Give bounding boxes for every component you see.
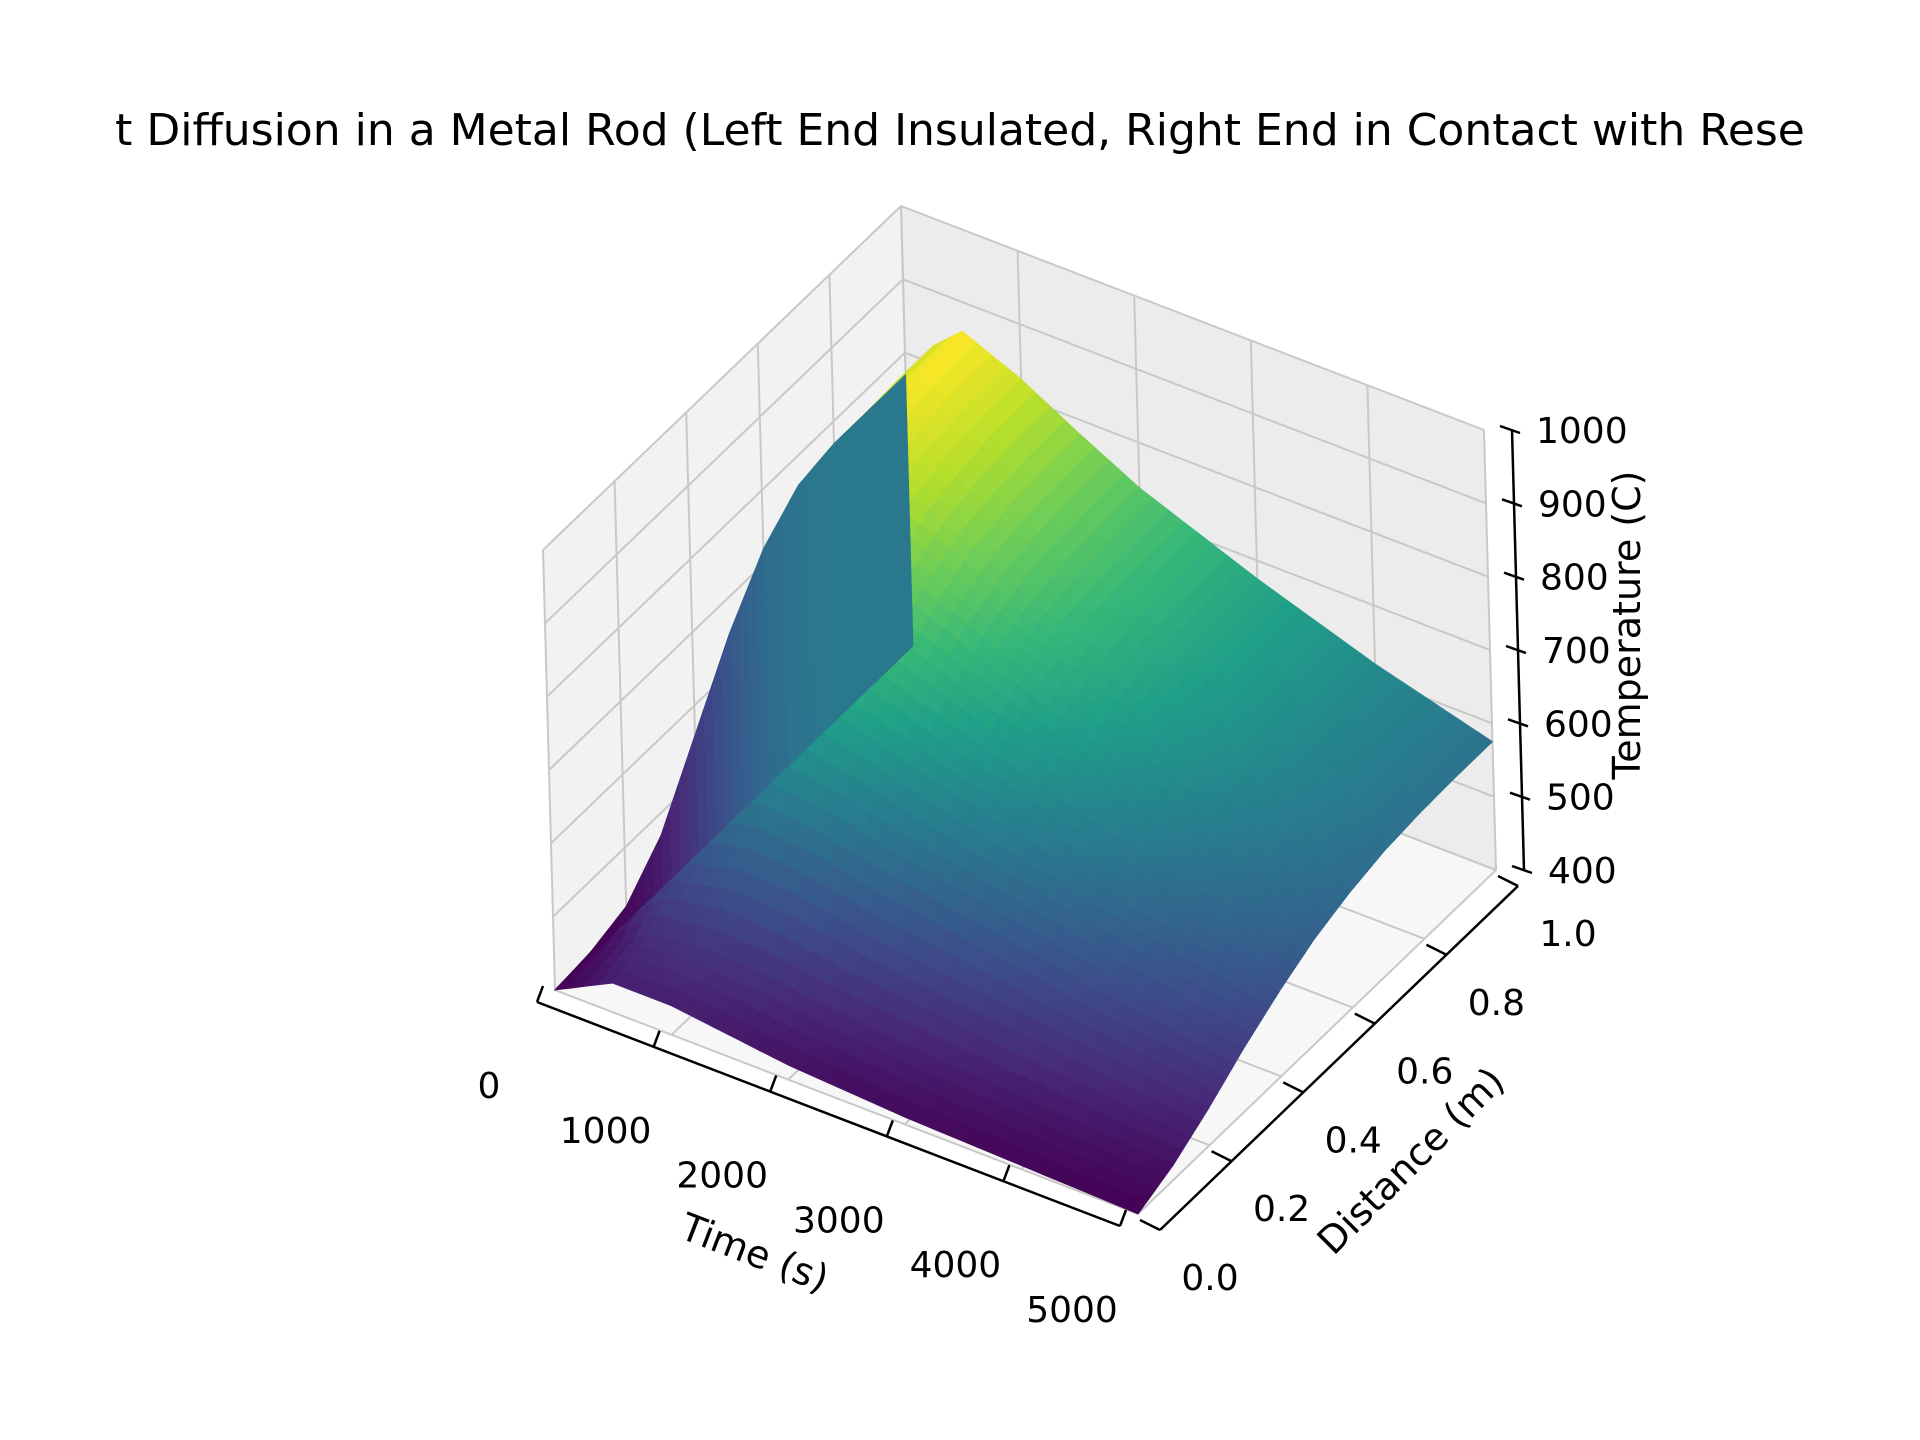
temperature-tick-label: 600 <box>1544 704 1613 745</box>
temperature-tick-label: 700 <box>1542 631 1611 672</box>
axis-ticks: 0 1000 2000 3000 4000 5000 0.0 0.2 0.4 0.6 0.8 1.0 4… <box>478 411 1628 1331</box>
distance-tick <box>1139 1218 1161 1232</box>
temperature-tick-label: 900 <box>1538 484 1607 525</box>
distance-tick-label: 0.4 <box>1325 1120 1382 1161</box>
distance-axis-line <box>1159 885 1519 1231</box>
surface-patch <box>1122 1195 1148 1215</box>
time-tick-label: 3000 <box>793 1200 885 1241</box>
temperature-tick-label: 500 <box>1546 778 1615 819</box>
gridline-temperature <box>546 351 1489 698</box>
time-axis-line <box>536 1000 1121 1228</box>
temperature-tick <box>1499 424 1521 435</box>
surface-edge-patch <box>554 979 565 991</box>
chart-title: t Diffusion in a Metal Rod (Left End Ins… <box>115 105 1805 156</box>
distance-tick <box>1211 1150 1233 1163</box>
time-tick <box>535 985 545 1003</box>
time-tick-label: 0 <box>478 1066 501 1107</box>
time-tick <box>1118 1209 1128 1227</box>
temperature-surface <box>553 330 1494 1215</box>
temperature-tick <box>1503 571 1525 581</box>
gridline-temperature <box>544 278 1487 625</box>
temperature-tick-label: 800 <box>1540 558 1609 599</box>
time-tick <box>885 1119 894 1137</box>
distance-tick-label: 1.0 <box>1539 914 1596 955</box>
time-tick-label: 5000 <box>1026 1290 1118 1331</box>
time-tick <box>652 1030 661 1048</box>
distance-tick <box>1497 874 1519 888</box>
time-tick-label: 2000 <box>676 1156 768 1197</box>
distance-tick-label: 0.8 <box>1468 983 1525 1024</box>
temperature-tick-label: 1000 <box>1536 411 1628 452</box>
distance-tick <box>1354 1012 1376 1025</box>
time-tick-label: 1000 <box>560 1111 652 1152</box>
time-tick <box>769 1075 778 1093</box>
distance-tick-label: 0.2 <box>1253 1189 1310 1230</box>
time-tick <box>1002 1164 1011 1182</box>
distance-tick <box>1282 1081 1304 1094</box>
temperature-tick <box>1511 864 1533 875</box>
distance-tick-label: 0.6 <box>1396 1052 1453 1093</box>
time-tick-label: 4000 <box>910 1245 1002 1286</box>
distance-tick-label: 0.0 <box>1181 1258 1238 1299</box>
temperature-tick <box>1507 718 1529 728</box>
temperature-tick-label: 400 <box>1548 851 1617 892</box>
temperature-tick <box>1501 498 1523 508</box>
gridline-temperature <box>542 204 1485 551</box>
temperature-tick <box>1505 644 1527 655</box>
temperature-tick <box>1509 791 1531 801</box>
z-axis-label: Temperature (C) <box>1605 471 1649 781</box>
distance-tick <box>1425 943 1447 956</box>
